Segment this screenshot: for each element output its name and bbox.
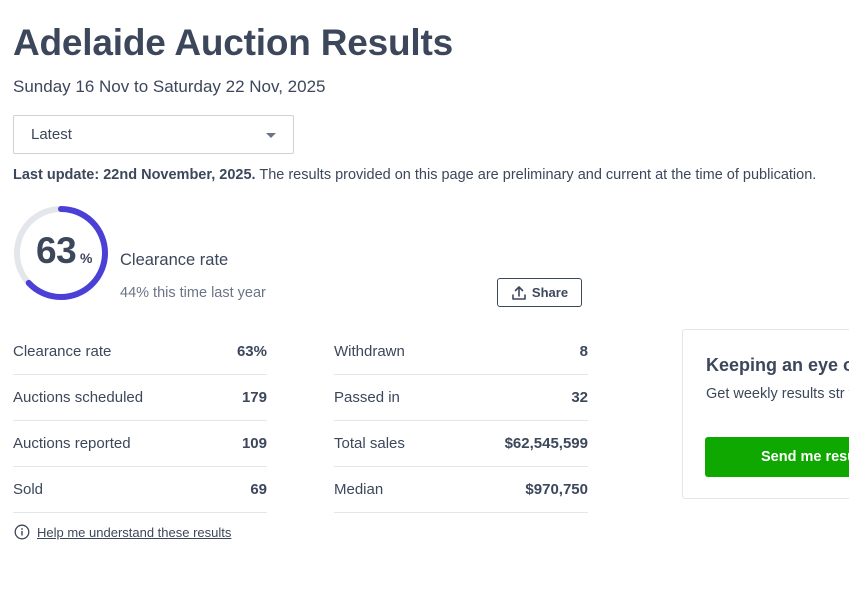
stat-value: $970,750 <box>525 481 588 498</box>
stat-row: Sold 69 <box>13 467 267 513</box>
clearance-gauge: 63 % <box>12 204 110 302</box>
stat-value: 8 <box>579 343 588 360</box>
stat-row: Withdrawn 8 <box>334 329 588 375</box>
stat-row: Auctions reported 109 <box>13 421 267 467</box>
stat-value: 32 <box>571 389 588 406</box>
period-select[interactable]: Latest <box>13 115 294 154</box>
last-update-label: Last update: 22nd November, 2025. <box>13 167 256 183</box>
page-title: Adelaide Auction Results <box>13 22 453 63</box>
stat-row: Total sales $62,545,599 <box>334 421 588 467</box>
stat-label: Auctions scheduled <box>13 389 144 406</box>
share-label: Share <box>531 285 569 300</box>
help-link[interactable]: Help me understand these results <box>14 524 231 540</box>
stat-value: 109 <box>241 435 267 452</box>
stats-table-right: Withdrawn 8 Passed in 32 Total sales $62… <box>334 329 588 513</box>
gauge-value: 63 <box>36 230 77 271</box>
upload-icon <box>511 285 527 301</box>
stats-table-left: Clearance rate 63% Auctions scheduled 17… <box>13 329 267 513</box>
stat-label: Withdrawn <box>334 343 405 360</box>
gauge-progress <box>14 206 108 300</box>
caret-down-icon <box>266 133 276 138</box>
stat-row: Passed in 32 <box>334 375 588 421</box>
clearance-rate-label: Clearance rate <box>120 251 229 269</box>
stat-row: Clearance rate 63% <box>13 329 267 375</box>
stat-label: Auctions reported <box>13 435 131 452</box>
stat-label: Total sales <box>334 435 405 452</box>
help-link-label[interactable]: Help me understand these results <box>37 524 232 540</box>
subscribe-card: Keeping an eye o Get weekly results str … <box>682 329 849 499</box>
stat-value: $62,545,599 <box>504 435 588 452</box>
stat-row: Auctions scheduled 179 <box>13 375 267 421</box>
stat-value: 63% <box>236 343 267 360</box>
send-results-label: Send me resu <box>761 449 849 465</box>
stat-label: Sold <box>13 481 44 498</box>
period-select-value: Latest <box>31 126 72 143</box>
stat-row: Median $970,750 <box>334 467 588 513</box>
last-update: Last update: 22nd November, 2025. The re… <box>13 167 816 183</box>
stat-label: Median <box>334 481 384 498</box>
last-update-note: The results provided on this page are pr… <box>259 167 817 183</box>
info-icon <box>14 524 30 540</box>
date-range: Sunday 16 Nov to Saturday 22 Nov, 2025 <box>13 77 326 96</box>
send-results-button[interactable]: Send me resu <box>705 437 849 477</box>
stat-value: 69 <box>250 481 267 498</box>
clearance-last-year: 44% this time last year <box>120 285 266 301</box>
stat-label: Clearance rate <box>13 343 112 360</box>
share-button[interactable]: Share <box>497 278 582 307</box>
subscribe-title: Keeping an eye o <box>706 355 849 375</box>
gauge-percent-sign: % <box>80 250 93 266</box>
stat-label: Passed in <box>334 389 400 406</box>
stat-value: 179 <box>241 389 267 406</box>
subscribe-text: Get weekly results str your mailbox. <box>706 386 849 402</box>
